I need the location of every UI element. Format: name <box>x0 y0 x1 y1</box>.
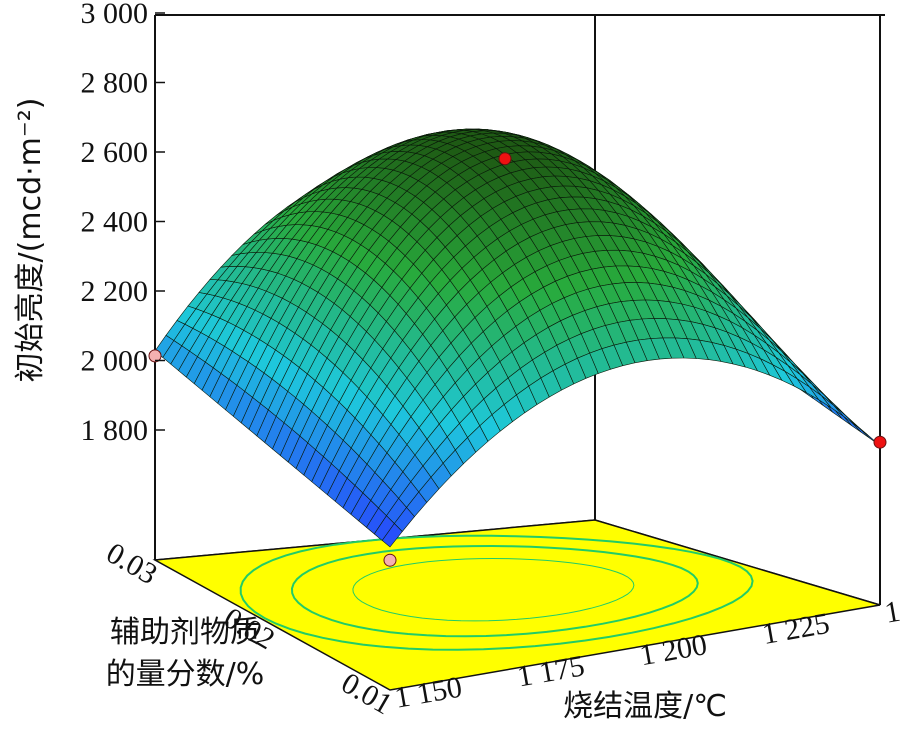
z-tick-label: 2 600 <box>81 136 149 169</box>
design-point <box>873 435 887 449</box>
z-tick-label: 2 200 <box>81 275 149 308</box>
design-points <box>148 152 887 567</box>
z-tick-label: 2 800 <box>81 67 149 100</box>
z-tick-label: 2 400 <box>81 206 149 239</box>
contour-line <box>352 557 635 622</box>
design-point <box>383 553 397 567</box>
design-point <box>498 152 512 166</box>
x-axis-title: 烧结温度/℃ <box>563 689 727 724</box>
z-tick-label: 2 000 <box>81 345 149 378</box>
z-axis-title: 初始亮度/(mcd·m⁻²) <box>13 98 48 383</box>
response-surface <box>154 128 881 548</box>
y-axis-title-line1: 辅助剂物质 <box>110 615 260 650</box>
design-point <box>148 349 162 363</box>
y-tick-label: 0.03 <box>101 536 163 591</box>
z-tick-label: 3 000 <box>81 0 149 30</box>
y-axis-title-line2: 的量分数/% <box>106 657 265 692</box>
z-tick-label: 1 800 <box>81 414 149 447</box>
contour-floor <box>152 519 881 691</box>
z-axis-ticks: 1 800 2 000 2 200 2 400 2 600 2 800 3 000 <box>81 0 165 447</box>
x-tick-label: 1 250 <box>882 586 900 630</box>
contour-line <box>290 544 699 638</box>
floor-plane <box>152 519 881 691</box>
contour-line <box>239 534 754 651</box>
